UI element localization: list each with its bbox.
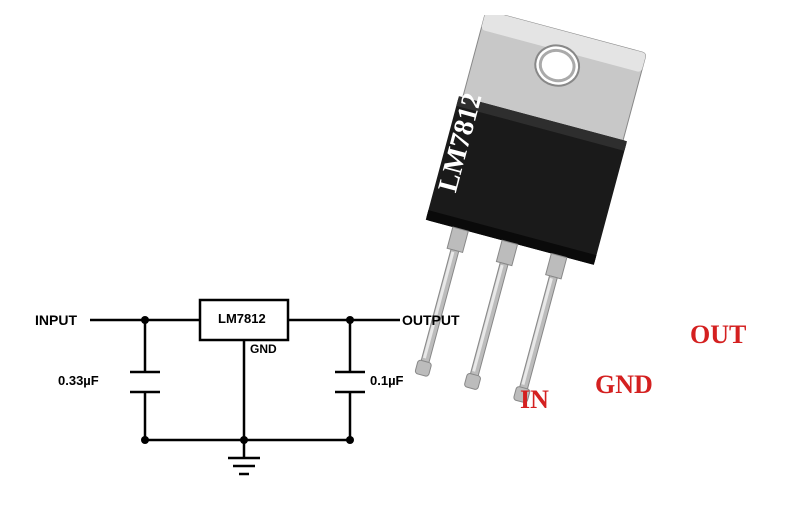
pin-label-out: OUT [690,320,746,350]
pin-label-gnd: GND [595,370,653,400]
label-input: INPUT [35,312,77,328]
label-output: OUTPUT [402,312,460,328]
to220-package-svg: LM7812 [370,15,790,515]
label-cap-out: 0.1µF [370,373,404,388]
pin-label-in: IN [520,385,549,415]
label-gnd-pin: GND [250,342,277,356]
schematic-circuit: INPUT OUTPUT LM7812 GND 0.33µF 0.1µF [50,280,430,490]
label-ic: LM7812 [218,311,266,326]
regulator-package: LM7812 [370,15,790,515]
label-cap-in: 0.33µF [58,373,99,388]
